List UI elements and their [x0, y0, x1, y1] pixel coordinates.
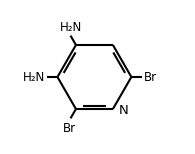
Text: N: N: [118, 104, 128, 117]
Text: H₂N: H₂N: [59, 21, 82, 34]
Text: Br: Br: [62, 122, 76, 135]
Text: Br: Br: [144, 71, 157, 83]
Text: H₂N: H₂N: [23, 71, 45, 83]
